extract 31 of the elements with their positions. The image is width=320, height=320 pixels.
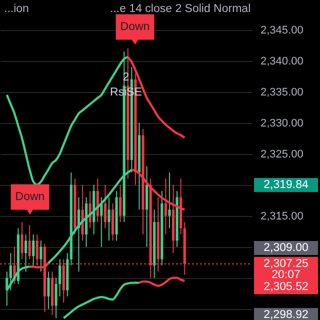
candlestick bbox=[28, 224, 31, 260]
y-tick-label: 2,340.00 bbox=[260, 55, 304, 68]
candlestick bbox=[32, 234, 35, 266]
candlestick bbox=[54, 277, 58, 319]
candlestick bbox=[47, 271, 50, 310]
candlestick bbox=[58, 258, 62, 297]
annotation: Down bbox=[15, 191, 45, 203]
text: 2,298.92 bbox=[264, 309, 308, 320]
text: 20:07 bbox=[272, 269, 300, 281]
candlestick bbox=[104, 184, 107, 229]
candlestick bbox=[108, 196, 110, 242]
y-tick-label: 2,315.00 bbox=[260, 210, 304, 222]
chart-subtitle: ...e 14 close 2 Solid Normal bbox=[110, 3, 251, 15]
chart-title: ...ion bbox=[4, 3, 29, 15]
text: 2,319.84 bbox=[264, 179, 309, 191]
line-series bbox=[62, 282, 140, 320]
y-tick-label: 2,345.00 bbox=[260, 24, 304, 36]
y-tick-label: 2,335.00 bbox=[260, 86, 304, 98]
line-series bbox=[138, 276, 186, 287]
text: 2,309.00 bbox=[264, 242, 308, 254]
candlestick bbox=[20, 222, 24, 260]
y-tick-label: 2,325.00 bbox=[260, 148, 304, 160]
candlestick bbox=[40, 240, 42, 272]
candlestick bbox=[168, 172, 171, 229]
candlestick bbox=[119, 184, 122, 223]
annotation: Down bbox=[120, 21, 150, 33]
candlestick bbox=[24, 234, 28, 272]
text: 2,305.52 bbox=[264, 281, 308, 293]
y-tick-label: 2,330.00 bbox=[260, 117, 304, 130]
candlestick bbox=[164, 178, 168, 235]
ref-line-label: 2,307.25 bbox=[264, 258, 308, 270]
